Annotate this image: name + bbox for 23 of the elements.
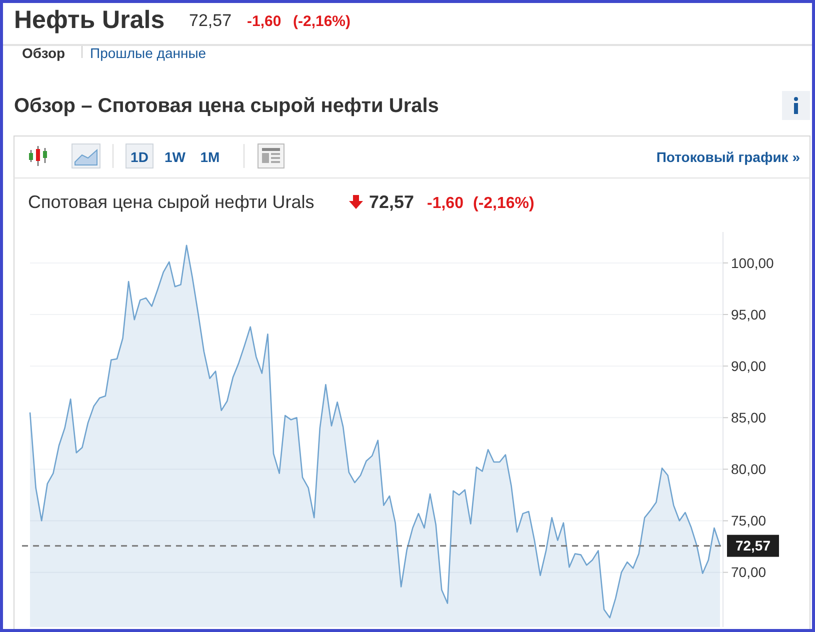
- text: -1,60: [247, 13, 282, 30]
- text: Прошлые данные: [90, 45, 206, 61]
- y-tick-label: 95,00: [731, 306, 766, 322]
- chart-subtitle: Спотовая цена сырой нефти Urals: [28, 192, 314, 212]
- text: 72,57: [189, 11, 232, 30]
- text: Потоковый график »: [656, 149, 800, 165]
- y-tick-label: 80,00: [731, 461, 766, 478]
- y-tick-label: 70,00: [731, 564, 766, 580]
- text: 1W: [164, 149, 186, 165]
- y-tick-label: 90,00: [731, 358, 766, 374]
- y-tick-label: 100,00: [731, 254, 774, 271]
- text: 72,57: [369, 192, 414, 212]
- text: 1D: [130, 149, 148, 165]
- text: (-2,16%): [473, 195, 534, 212]
- text: Обзор: [22, 45, 66, 61]
- text: Нефть Urals: [14, 6, 165, 34]
- y-tick-label: 85,00: [731, 410, 766, 426]
- text: 1M: [200, 149, 220, 165]
- y-tick-label: 75,00: [731, 512, 766, 529]
- text: -1,60: [427, 195, 464, 212]
- ref-line-label: 72,57: [735, 538, 771, 554]
- text: (-2,16%): [293, 13, 351, 30]
- chart-title: Обзор – Спотовая цена сырой нефти Urals: [14, 95, 439, 117]
